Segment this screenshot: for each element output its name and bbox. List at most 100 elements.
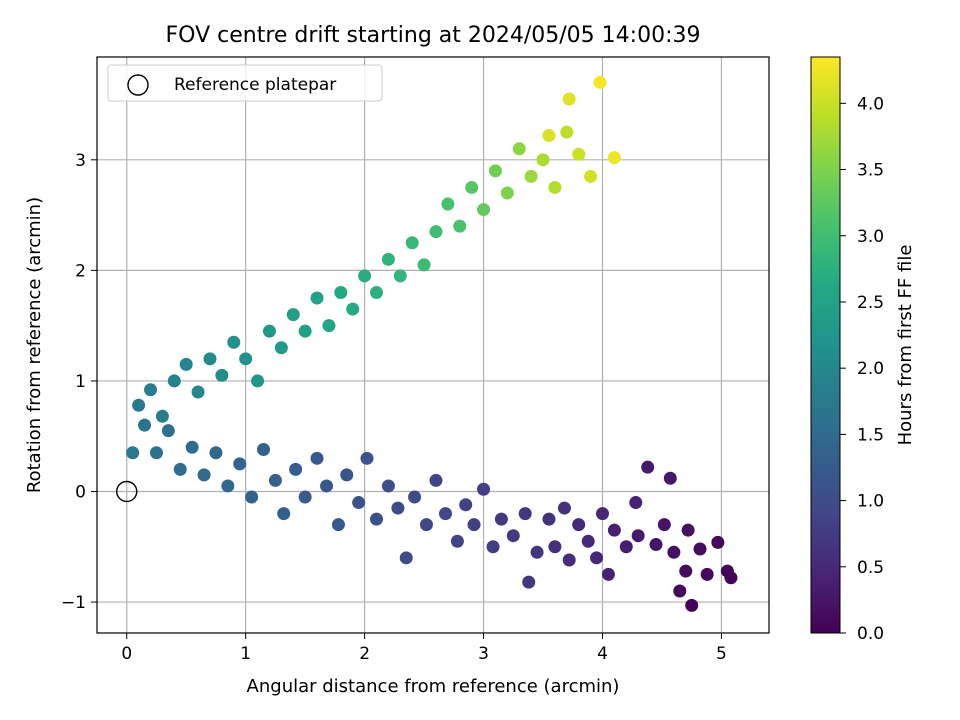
- grid-lines: [97, 57, 769, 633]
- scatter-point: [522, 575, 536, 589]
- legend-marker-open-circle: [127, 74, 149, 96]
- scatter-point: [191, 385, 205, 399]
- colorbar-tick-label: 1.0: [857, 492, 884, 512]
- scatter-point: [500, 186, 514, 200]
- scatter-point: [331, 518, 345, 532]
- y-tick-label: 1: [75, 372, 86, 392]
- scatter-point: [607, 523, 621, 537]
- colorbar-tick-label: 3.5: [857, 161, 884, 181]
- scatter-point: [144, 383, 158, 397]
- scatter-point: [601, 567, 615, 581]
- scatter-point: [488, 164, 502, 178]
- colorbar-tick-label: 2.0: [857, 359, 884, 379]
- scatter-point: [274, 341, 288, 355]
- scatter-point: [667, 545, 681, 559]
- scatter-point: [494, 512, 508, 526]
- colorbar-tick-label: 3.0: [857, 227, 884, 247]
- scatter-point: [629, 496, 643, 510]
- scatter-point: [132, 398, 146, 412]
- scatter-point: [391, 501, 405, 515]
- data-points: [126, 75, 738, 612]
- x-tick-label: 2: [359, 644, 370, 664]
- scatter-point: [405, 236, 419, 250]
- scatter-point: [631, 529, 645, 543]
- scatter-point: [486, 540, 500, 554]
- scatter-point: [693, 542, 707, 556]
- scatter-point: [649, 538, 663, 552]
- scatter-point: [619, 540, 633, 554]
- legend-box: [107, 64, 383, 102]
- scatter-point: [453, 219, 467, 233]
- legend-label: Reference platepar: [174, 75, 336, 95]
- y-axis-ticks: −1 0 1 2 3: [61, 151, 97, 613]
- y-axis-label: Rotation from reference (arcmin): [24, 197, 45, 493]
- scatter-point: [257, 442, 271, 456]
- scatter-point: [663, 471, 677, 485]
- scatter-point: [542, 512, 556, 526]
- x-axis-label: Angular distance from reference (arcmin): [247, 676, 620, 697]
- scatter-point: [245, 490, 259, 504]
- y-tick-label: 0: [75, 482, 86, 502]
- colorbar-ticks: 0.0 0.5 1.0 1.5 2.0 2.5 3.0 3.5 4.0: [840, 94, 884, 644]
- scatter-point: [233, 457, 247, 471]
- scatter-point: [459, 498, 473, 512]
- colorbar-tick-label: 0.0: [857, 624, 884, 644]
- scatter-point: [358, 269, 372, 283]
- scatter-point: [289, 462, 303, 476]
- scatter-point: [607, 151, 621, 165]
- scatter-point: [465, 180, 479, 194]
- scatter-point: [381, 479, 395, 493]
- scatter-point: [557, 501, 571, 515]
- scatter-point: [679, 564, 693, 578]
- colorbar-tick-label: 1.5: [857, 425, 884, 445]
- scatter-point: [167, 374, 181, 388]
- scatter-point: [572, 147, 586, 161]
- scatter-point: [262, 324, 276, 338]
- scatter-point: [530, 545, 544, 559]
- scatter-point: [542, 128, 556, 142]
- scatter-point: [286, 308, 300, 322]
- scatter-point: [560, 125, 574, 139]
- scatter-point: [548, 540, 562, 554]
- scatter-point: [477, 203, 491, 217]
- scatter-point: [590, 551, 604, 565]
- scatter-point: [179, 357, 193, 371]
- scatter-point: [239, 352, 253, 366]
- scatter-point: [720, 564, 734, 578]
- scatter-point: [562, 92, 576, 106]
- scatter-point: [711, 535, 725, 549]
- scatter-point: [518, 507, 532, 521]
- scatter-point: [310, 291, 324, 305]
- scatter-point: [185, 440, 199, 454]
- scatter-point: [352, 496, 366, 510]
- scatter-point: [320, 479, 334, 493]
- y-tick-label: 2: [75, 261, 86, 281]
- scatter-point: [381, 252, 395, 266]
- colorbar-tick-label: 2.5: [857, 293, 884, 313]
- scatter-point: [126, 446, 140, 460]
- scatter-point: [524, 169, 538, 183]
- x-tick-label: 4: [597, 644, 608, 664]
- legend: Reference platepar: [107, 64, 383, 102]
- scatter-point: [310, 451, 324, 465]
- scatter-point: [512, 142, 526, 156]
- scatter-point: [673, 584, 687, 598]
- plot-frame: [96, 56, 770, 634]
- y-tick-label: 3: [75, 151, 86, 171]
- scatter-point: [450, 534, 464, 548]
- scatter-point: [268, 473, 282, 487]
- scatter-point: [277, 507, 291, 521]
- x-tick-label: 3: [478, 644, 489, 664]
- scatter-point: [467, 518, 481, 532]
- x-tick-label: 0: [121, 644, 132, 664]
- scatter-point: [155, 409, 169, 423]
- colorbar-tick-label: 0.5: [857, 558, 884, 578]
- scatter-point: [298, 324, 312, 338]
- scatter-point: [251, 374, 265, 388]
- scatter-point: [548, 180, 562, 194]
- scatter-point: [584, 169, 598, 183]
- colorbar-label: Hours from first FF file: [895, 245, 916, 446]
- scatter-point: [441, 197, 455, 211]
- scatter-point: [408, 490, 422, 504]
- reference-platepar-point: [116, 480, 138, 503]
